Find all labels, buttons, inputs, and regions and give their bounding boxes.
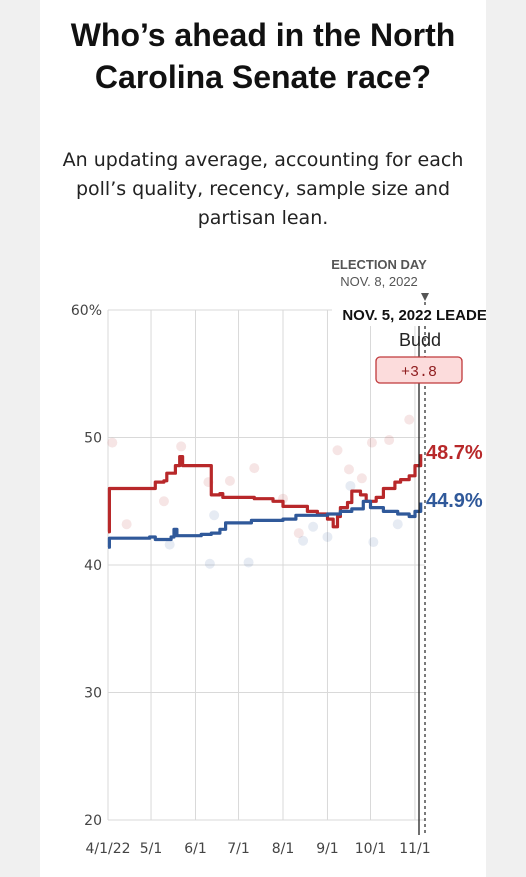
x-tick-label: 5/1 (140, 841, 163, 857)
poll-average-chart: 60% 50 40 30 20 4/1/22 5/1 6/1 7/1 8/1 9/1 10/1 11/… (71, 257, 486, 857)
rep-poll-dot (343, 464, 354, 475)
x-tick-label: 11/1 (399, 841, 430, 857)
y-tick-label: 40 (84, 558, 102, 574)
rep-poll-dot (107, 437, 118, 448)
dem-end-label: 44.9% (426, 490, 483, 512)
rep-end-label: 48.7% (426, 442, 483, 464)
poll-dots (107, 414, 415, 569)
dem-poll-dot (345, 480, 356, 491)
leader-margin-badge (375, 356, 463, 384)
rep-poll-dot (356, 473, 367, 484)
election-day-label: ELECTION DAY (331, 257, 427, 272)
chart-card: Who’s ahead in the North Carolina Senate… (40, 0, 486, 877)
dem-poll-dot (368, 537, 379, 548)
x-tick-label: 6/1 (184, 841, 207, 857)
rep-poll-dot (121, 519, 132, 530)
dem-poll-dot (392, 519, 403, 530)
page-title: Who’s ahead in the North Carolina Senate… (70, 17, 456, 95)
rep-poll-dot (366, 437, 377, 448)
rep-poll-dot (332, 445, 343, 456)
y-tick-label: 60% (71, 303, 102, 319)
rep-poll-dot (176, 441, 187, 452)
x-tick-label: 9/1 (316, 841, 339, 857)
x-tick-label: 8/1 (272, 841, 295, 857)
x-axis-labels: 4/1/22 5/1 6/1 7/1 8/1 9/1 10/1 11/1 (85, 841, 430, 857)
rep-poll-dot (293, 528, 304, 539)
dem-poll-dot (204, 558, 215, 569)
dem-poll-dot (298, 535, 309, 546)
y-tick-label: 30 (84, 686, 102, 702)
dem-poll-dot (308, 521, 319, 532)
leader-name: Budd (399, 330, 441, 350)
leader-heading-bg (332, 306, 486, 326)
rep-poll-dot (158, 496, 169, 507)
rep-average-line (107, 454, 423, 534)
rep-poll-dot (224, 475, 235, 486)
election-day-arrow-icon (421, 293, 429, 301)
dem-average-line (107, 499, 423, 549)
dem-poll-dot (209, 510, 220, 521)
y-axis-labels: 60% 50 40 30 20 (71, 303, 102, 829)
y-tick-label: 50 (84, 431, 102, 447)
x-tick-label: 4/1/22 (85, 841, 130, 857)
election-day-date: NOV. 8, 2022 (340, 274, 418, 289)
dem-poll-dot (243, 557, 254, 568)
rep-poll-dot (249, 463, 260, 474)
leader-margin: +3.8 (401, 364, 437, 381)
grid-lines (107, 309, 425, 821)
page-subtitle: An updating average, accounting for each… (62, 149, 464, 229)
leader-heading: NOV. 5, 2022 LEADER (342, 307, 486, 324)
y-tick-label: 20 (84, 813, 102, 829)
x-tick-label: 7/1 (227, 841, 250, 857)
dem-poll-dot (164, 539, 175, 550)
rep-poll-dot (384, 435, 395, 446)
dem-poll-dot (322, 531, 333, 542)
series-lines (107, 454, 423, 549)
x-tick-label: 10/1 (355, 841, 386, 857)
rep-poll-dot (404, 414, 415, 425)
